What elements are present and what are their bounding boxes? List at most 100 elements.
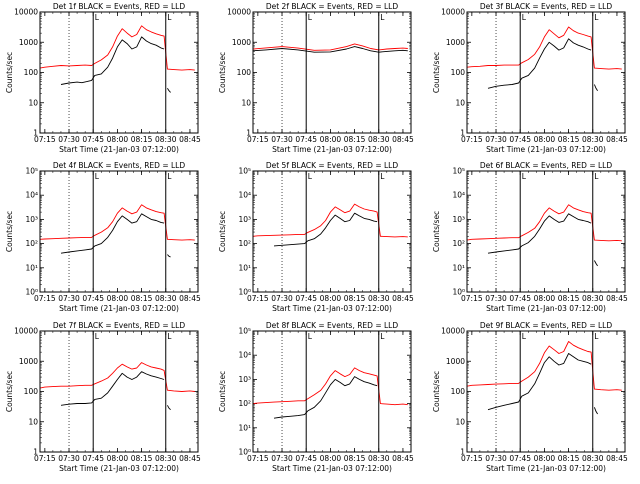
x-tick-label: 07:45 xyxy=(295,294,317,303)
y-tick-label: 100 xyxy=(24,387,39,396)
x-tick-label: 08:15 xyxy=(344,454,366,463)
events-series-line xyxy=(167,405,171,411)
y-tick-label: 10⁰ xyxy=(238,448,251,457)
x-tick-label: 08:30 xyxy=(368,135,390,144)
y-tick-label: 10⁴ xyxy=(238,351,251,360)
plot-frame xyxy=(39,11,199,134)
x-tick-label: 08:15 xyxy=(131,294,153,303)
flag-label: L xyxy=(308,13,313,22)
x-tick-label: 08:45 xyxy=(179,294,201,303)
x-tick-label: 07:45 xyxy=(82,454,104,463)
flag-label: L xyxy=(522,13,527,22)
x-tick-label: 08:00 xyxy=(320,454,342,463)
x-tick-label: 07:15 xyxy=(34,294,56,303)
events-series-line xyxy=(273,376,378,419)
x-tick-label: 08:30 xyxy=(155,294,177,303)
x-tick-label: 08:00 xyxy=(107,294,129,303)
y-tick-label: 10⁵ xyxy=(238,167,251,176)
panel-title: Det 8f BLACK = Events, RED = LLD xyxy=(266,321,399,330)
x-tick-label: 08:15 xyxy=(558,135,580,144)
x-tick-label: 07:45 xyxy=(82,294,104,303)
x-tick-label: 08:00 xyxy=(320,135,342,144)
y-axis-label: Counts/sec xyxy=(432,211,441,252)
y-tick-label: 1000 xyxy=(446,38,465,47)
x-tick-label: 08:15 xyxy=(131,135,153,144)
x-tick-label: 07:30 xyxy=(485,294,507,303)
y-tick-label: 10² xyxy=(238,399,251,408)
detector-panel-8: Det 8f BLACK = Events, RED = LLD Counts/s… xyxy=(218,321,414,473)
x-tick-label: 08:30 xyxy=(155,135,177,144)
x-tick-label: 07:15 xyxy=(461,454,483,463)
y-tick-label: 10 xyxy=(28,98,38,107)
y-tick-label: 10⁴ xyxy=(238,191,251,200)
y-tick-label: 1 xyxy=(460,129,465,138)
x-axis-label: Start Time (21-Jan-03 07:12:00) xyxy=(59,464,179,473)
x-tick-label: 08:30 xyxy=(368,454,390,463)
y-tick-label: 10¹ xyxy=(238,263,251,272)
y-axis-label: Counts/sec xyxy=(5,371,14,412)
y-tick-label: 10 xyxy=(241,98,251,107)
y-tick-label: 10⁰ xyxy=(238,288,251,297)
y-axis-label: Counts/sec xyxy=(5,52,14,93)
flag-label: L xyxy=(167,332,172,341)
y-tick-label: 10³ xyxy=(238,375,251,384)
x-tick-label: 07:15 xyxy=(461,135,483,144)
y-axis-label: Counts/sec xyxy=(5,211,14,252)
y-tick-label: 10³ xyxy=(25,215,38,224)
flag-label: L xyxy=(167,172,172,181)
x-tick-label: 08:00 xyxy=(534,294,556,303)
plot-frame xyxy=(466,330,626,453)
x-tick-label: 08:45 xyxy=(606,454,628,463)
x-tick-label: 07:30 xyxy=(271,454,293,463)
x-tick-label: 07:30 xyxy=(58,294,80,303)
detector-panel-9: Det 9f BLACK = Events, RED = LLD Counts/s… xyxy=(432,321,628,473)
y-tick-label: 10⁵ xyxy=(452,167,465,176)
x-tick-label: 07:45 xyxy=(509,454,531,463)
y-tick-label: 10¹ xyxy=(452,263,465,272)
x-tick-label: 08:15 xyxy=(344,294,366,303)
flag-label: L xyxy=(95,172,100,181)
events-series-line xyxy=(167,254,171,258)
flag-label: L xyxy=(594,172,599,181)
plot-frame xyxy=(39,170,199,293)
detector-panel-1: Det 1f BLACK = Events, RED = LLD Counts/s… xyxy=(5,2,201,154)
panel-title: Det 2f BLACK = Events, RED = LLD xyxy=(266,2,399,11)
y-tick-label: 100 xyxy=(451,68,466,77)
x-tick-label: 08:45 xyxy=(179,135,201,144)
y-tick-label: 10² xyxy=(238,239,251,248)
y-tick-label: 10⁵ xyxy=(238,327,251,336)
x-axis-label: Start Time (21-Jan-03 07:12:00) xyxy=(59,145,179,154)
x-tick-label: 08:30 xyxy=(582,294,604,303)
events-series-line xyxy=(594,260,598,267)
detector-panel-3: Det 3f BLACK = Events, RED = LLD Counts/s… xyxy=(432,2,628,154)
plot-frame xyxy=(252,11,412,134)
y-axis-label: Counts/sec xyxy=(432,371,441,412)
x-tick-label: 08:15 xyxy=(558,294,580,303)
x-tick-label: 07:15 xyxy=(247,135,269,144)
x-tick-label: 08:30 xyxy=(582,454,604,463)
x-tick-label: 08:00 xyxy=(107,454,129,463)
panel-title: Det 9f BLACK = Events, RED = LLD xyxy=(480,321,613,330)
x-tick-label: 07:30 xyxy=(271,294,293,303)
y-tick-label: 100 xyxy=(24,68,39,77)
events-series-line xyxy=(487,353,592,411)
x-axis-label: Start Time (21-Jan-03 07:12:00) xyxy=(486,464,606,473)
flag-label: L xyxy=(308,172,313,181)
y-tick-label: 10³ xyxy=(238,215,251,224)
y-tick-label: 10² xyxy=(452,239,465,248)
x-tick-label: 08:45 xyxy=(606,294,628,303)
flag-label: L xyxy=(594,332,599,341)
y-axis-label: Counts/sec xyxy=(432,52,441,93)
x-tick-label: 08:00 xyxy=(107,135,129,144)
x-tick-label: 08:30 xyxy=(155,454,177,463)
x-axis-label: Start Time (21-Jan-03 07:12:00) xyxy=(486,145,606,154)
x-tick-label: 07:45 xyxy=(295,454,317,463)
lld-series-line xyxy=(252,43,408,51)
x-tick-label: 07:45 xyxy=(509,294,531,303)
x-tick-label: 07:30 xyxy=(485,135,507,144)
x-tick-label: 07:30 xyxy=(485,454,507,463)
y-tick-label: 10 xyxy=(455,98,465,107)
y-tick-label: 10⁵ xyxy=(25,167,38,176)
